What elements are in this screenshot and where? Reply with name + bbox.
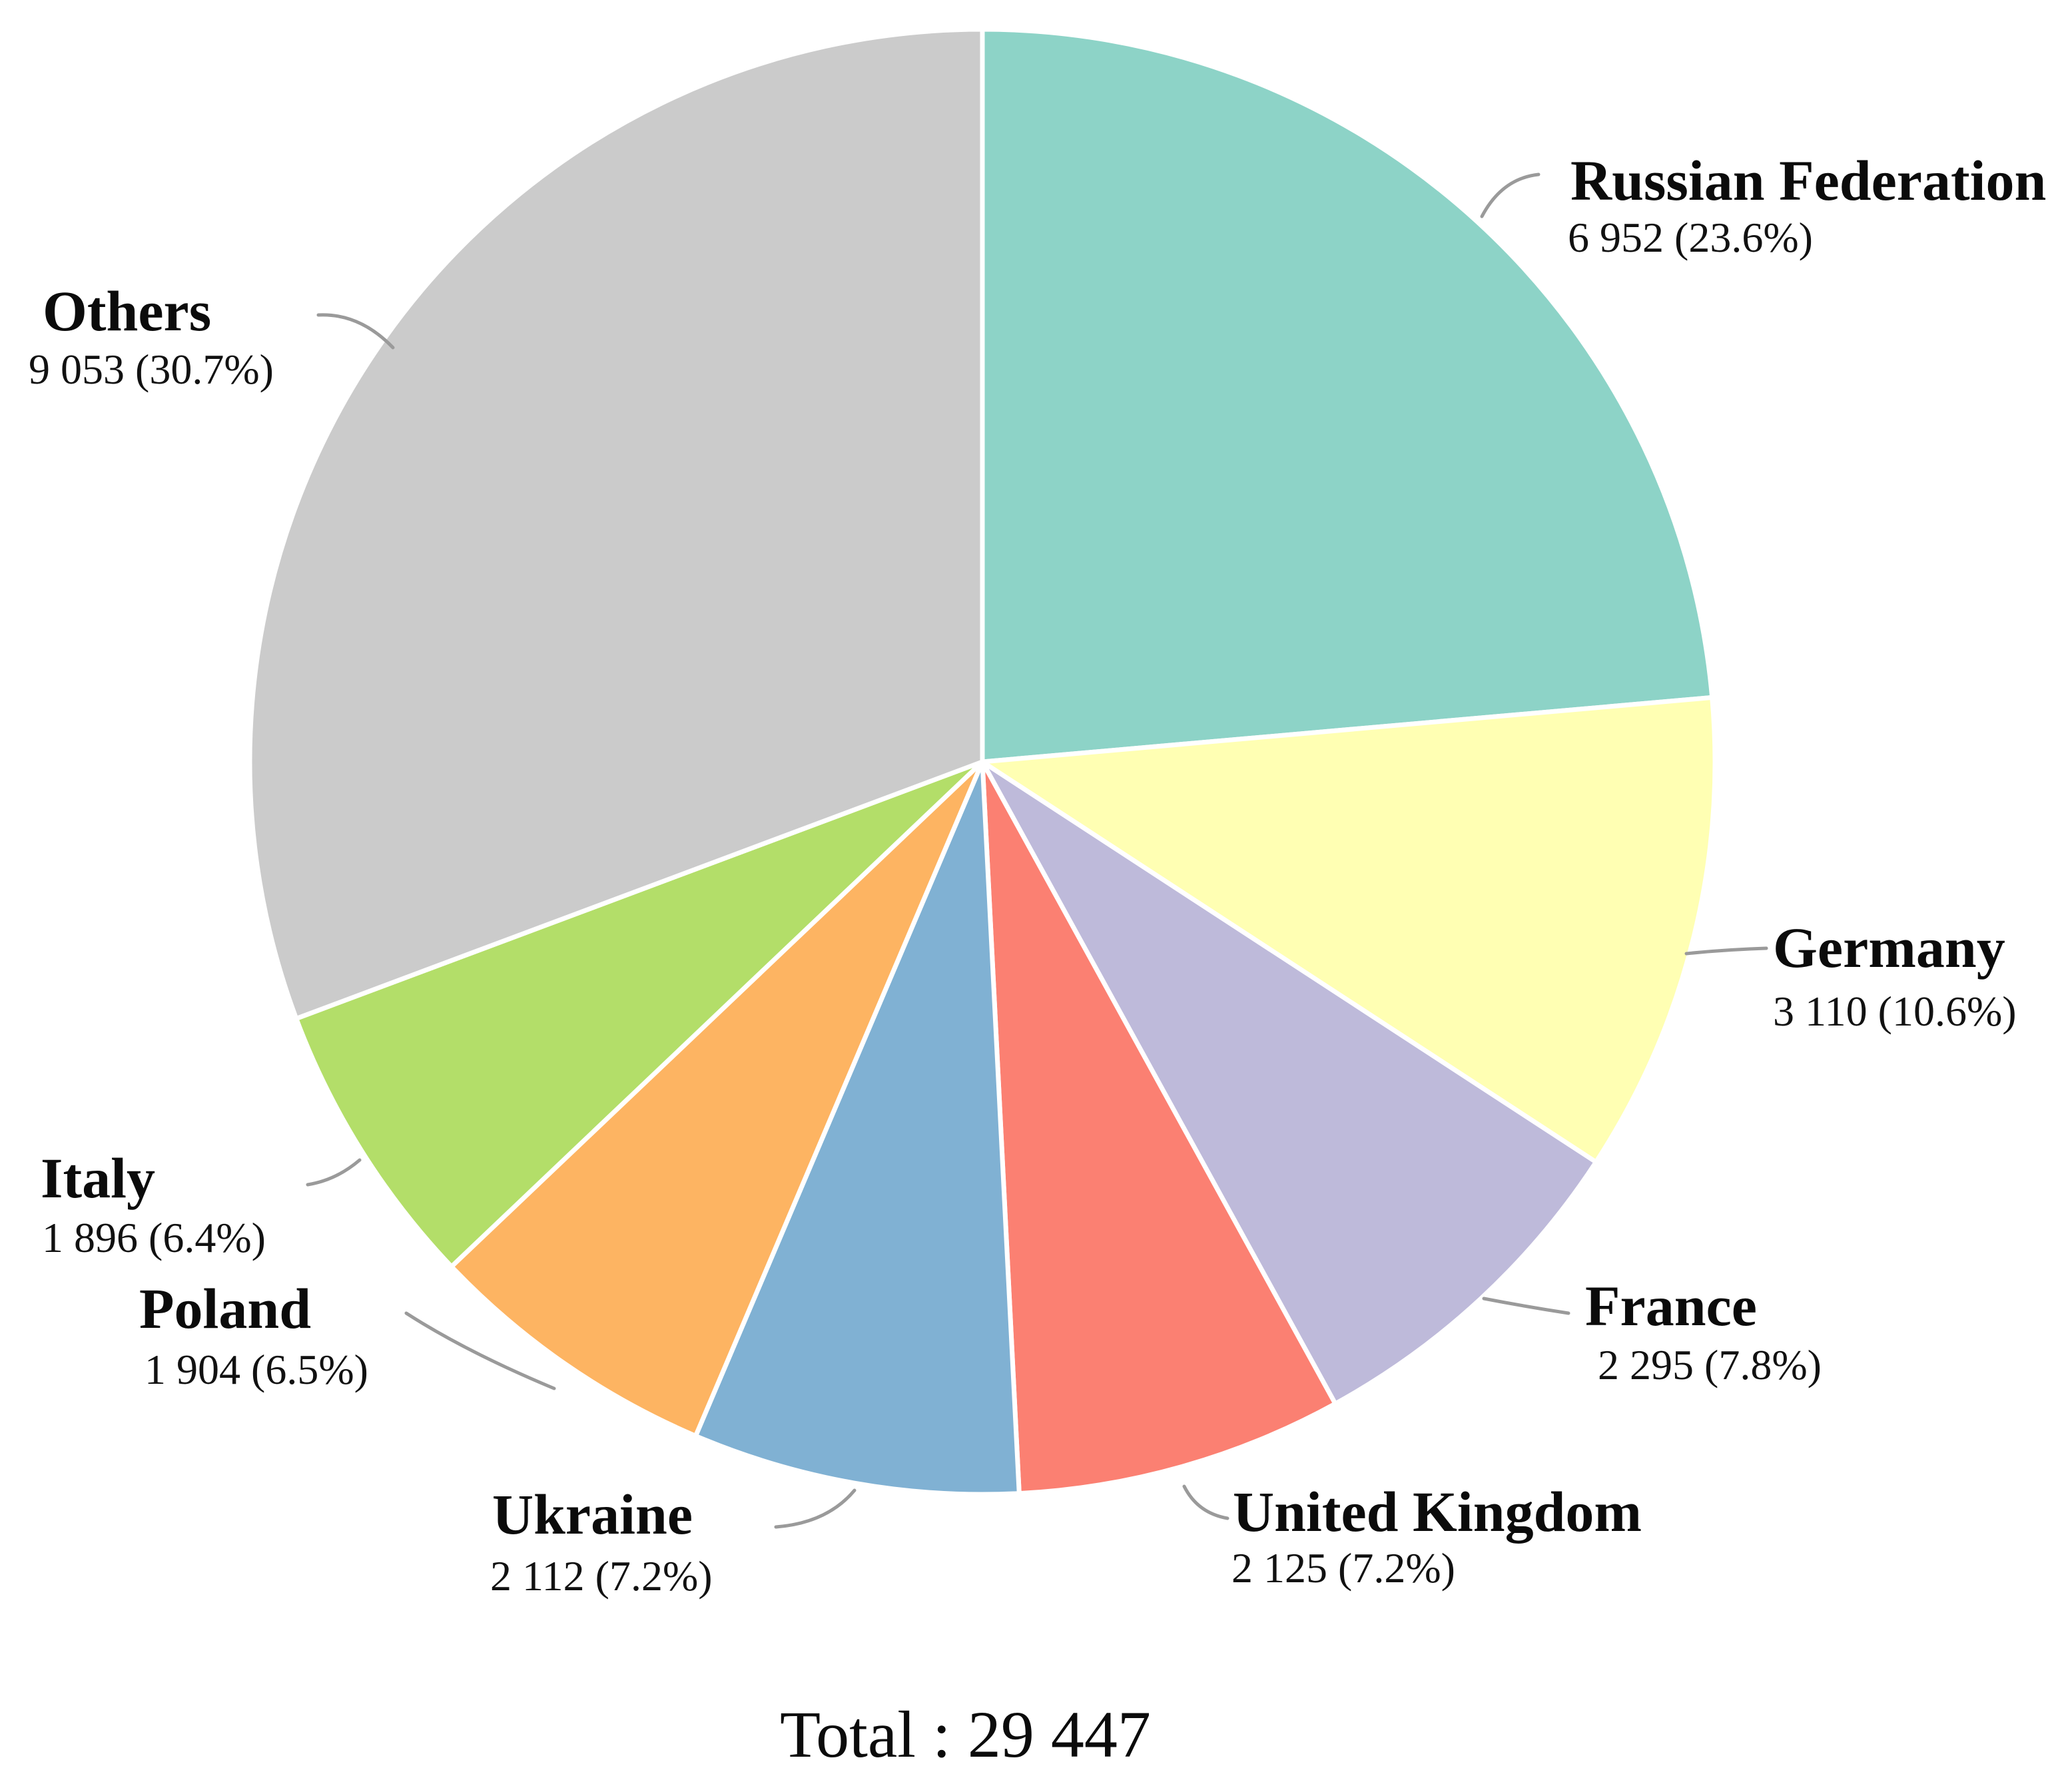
svg-text:1 896 (6.4%): 1 896 (6.4%) bbox=[42, 1214, 266, 1261]
svg-text:Others: Others bbox=[43, 279, 211, 343]
svg-text:Italy: Italy bbox=[41, 1146, 155, 1210]
svg-text:9 053 (30.7%): 9 053 (30.7%) bbox=[29, 346, 274, 393]
svg-text:Russian Federation: Russian Federation bbox=[1570, 149, 2046, 212]
svg-text:Poland: Poland bbox=[139, 1277, 311, 1341]
svg-text:3 110 (10.6%): 3 110 (10.6%) bbox=[1773, 988, 2017, 1035]
svg-text:1 904 (6.5%): 1 904 (6.5%) bbox=[145, 1346, 368, 1393]
svg-text:Total : 29 447: Total : 29 447 bbox=[780, 1697, 1151, 1771]
svg-text:Ukraine: Ukraine bbox=[492, 1482, 693, 1546]
svg-text:2 125 (7.2%): 2 125 (7.2%) bbox=[1231, 1544, 1455, 1592]
svg-text:2 112 (7.2%): 2 112 (7.2%) bbox=[490, 1552, 713, 1600]
svg-text:Germany: Germany bbox=[1773, 916, 2005, 980]
svg-text:6 952 (23.6%): 6 952 (23.6%) bbox=[1568, 214, 1813, 261]
svg-text:2 295 (7.8%): 2 295 (7.8%) bbox=[1598, 1341, 1822, 1388]
svg-text:United Kingdom: United Kingdom bbox=[1233, 1480, 1642, 1544]
svg-text:France: France bbox=[1585, 1274, 1757, 1338]
